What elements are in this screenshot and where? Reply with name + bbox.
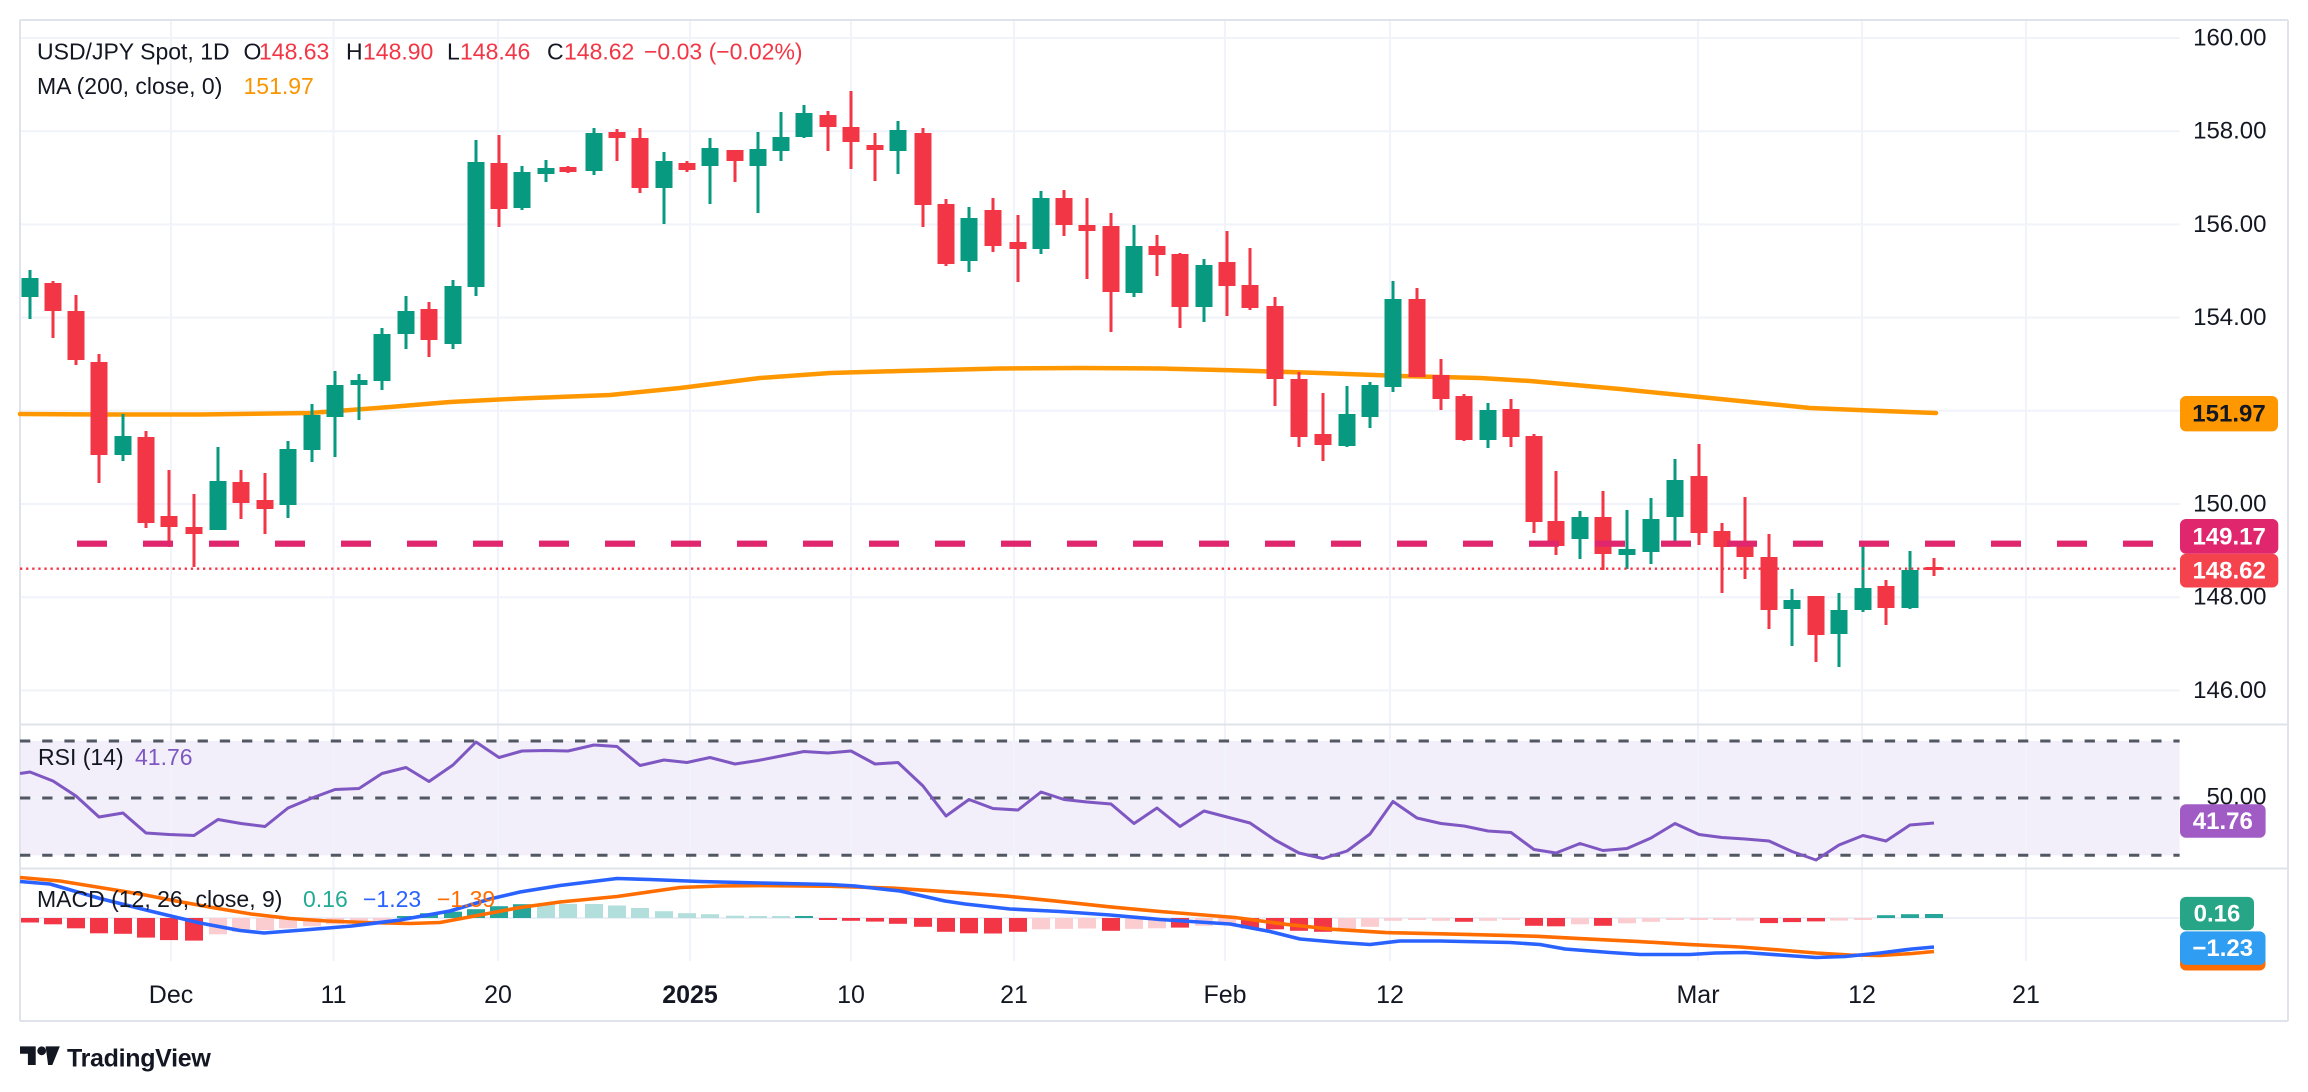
svg-text:148.46: 148.46 bbox=[460, 39, 530, 65]
svg-text:151.97: 151.97 bbox=[244, 73, 314, 99]
svg-text:−0.03 (−0.02%): −0.03 (−0.02%) bbox=[644, 39, 803, 65]
svg-text:148.62: 148.62 bbox=[2192, 558, 2265, 585]
svg-text:150.00: 150.00 bbox=[2193, 491, 2266, 518]
svg-text:Feb: Feb bbox=[1203, 981, 1246, 1009]
svg-text:Dec: Dec bbox=[149, 981, 193, 1009]
svg-text:21: 21 bbox=[2012, 981, 2040, 1009]
svg-text:41.76: 41.76 bbox=[135, 744, 193, 770]
svg-text:Mar: Mar bbox=[1676, 981, 1719, 1009]
svg-text:H: H bbox=[346, 39, 363, 65]
svg-text:2025: 2025 bbox=[662, 981, 718, 1009]
svg-text:−1.39: −1.39 bbox=[437, 886, 495, 912]
svg-text:148.90: 148.90 bbox=[363, 39, 433, 65]
svg-text:−1.23: −1.23 bbox=[363, 886, 421, 912]
svg-text:RSI (14): RSI (14) bbox=[38, 744, 124, 770]
svg-text:MACD (12, 26, close, 9): MACD (12, 26, close, 9) bbox=[37, 886, 282, 912]
svg-text:10: 10 bbox=[837, 981, 865, 1009]
svg-text:21: 21 bbox=[1000, 981, 1028, 1009]
svg-text:MA (200, close, 0): MA (200, close, 0) bbox=[37, 73, 222, 99]
svg-text:−1.23: −1.23 bbox=[2192, 935, 2253, 962]
svg-text:156.00: 156.00 bbox=[2193, 211, 2266, 238]
svg-text:20: 20 bbox=[484, 981, 512, 1009]
svg-text:148.62: 148.62 bbox=[564, 39, 634, 65]
svg-text:149.17: 149.17 bbox=[2192, 523, 2265, 550]
svg-text:146.00: 146.00 bbox=[2193, 677, 2266, 704]
svg-text:148.63: 148.63 bbox=[259, 39, 329, 65]
svg-text:C: C bbox=[547, 39, 564, 65]
svg-text:148.00: 148.00 bbox=[2193, 584, 2266, 611]
svg-text:0.16: 0.16 bbox=[303, 886, 348, 912]
svg-text:41.76: 41.76 bbox=[2193, 808, 2253, 835]
svg-text:USD/JPY Spot, 1D: USD/JPY Spot, 1D bbox=[37, 39, 230, 65]
svg-text:158.00: 158.00 bbox=[2193, 118, 2266, 145]
svg-text:154.00: 154.00 bbox=[2193, 304, 2266, 331]
svg-text:11: 11 bbox=[321, 981, 347, 1009]
svg-text:12: 12 bbox=[1376, 981, 1404, 1009]
svg-text:L: L bbox=[447, 39, 460, 65]
svg-text:O: O bbox=[244, 39, 262, 65]
svg-text:12: 12 bbox=[1848, 981, 1876, 1009]
svg-text:TradingView: TradingView bbox=[67, 1045, 211, 1073]
svg-text:151.97: 151.97 bbox=[2192, 401, 2265, 428]
svg-text:0.16: 0.16 bbox=[2194, 901, 2241, 928]
svg-text:160.00: 160.00 bbox=[2193, 25, 2266, 52]
